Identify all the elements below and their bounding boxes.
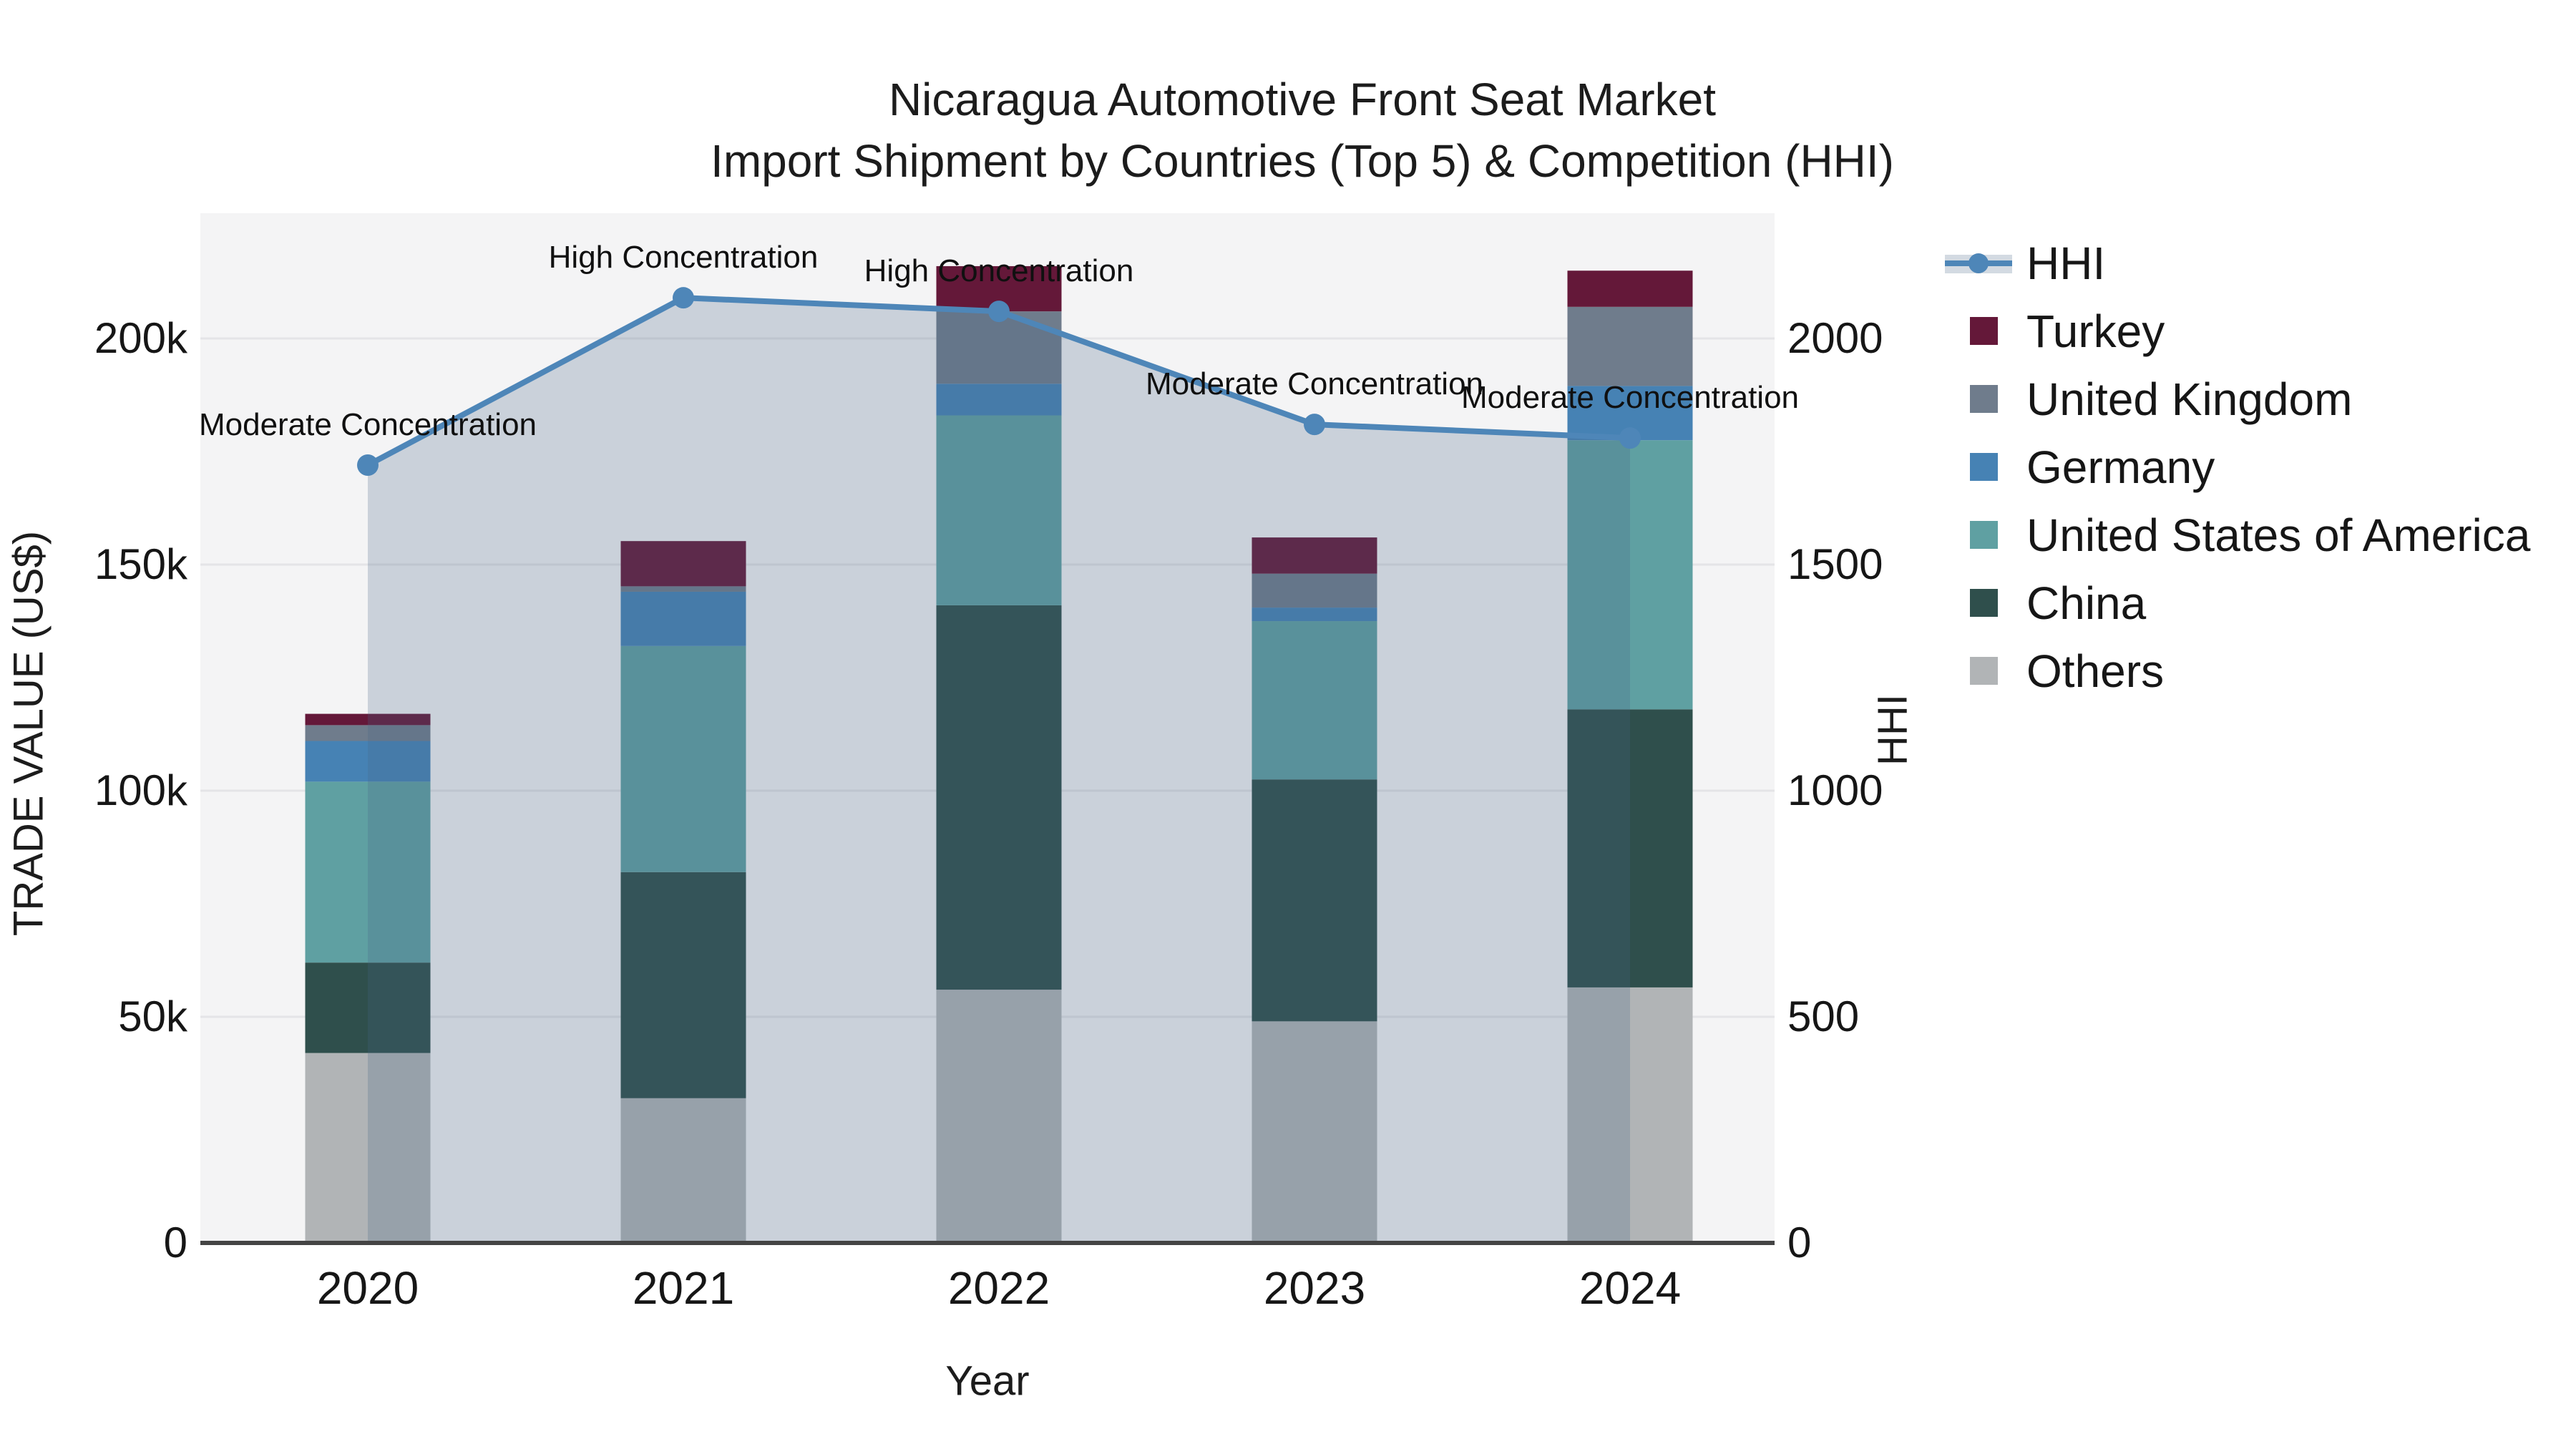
legend-item-others[interactable]: Others (1945, 637, 2530, 705)
y-left-tick-label: 100k (94, 766, 188, 814)
legend-label: Turkey (2026, 305, 2165, 357)
legend-color-swatch-icon (1970, 317, 1998, 345)
chart-title-line2: Import Shipment by Countries (Top 5) & C… (711, 135, 1894, 187)
bar-segment-turkey[interactable] (1252, 537, 1377, 574)
bar-segment-germany[interactable] (1252, 608, 1377, 622)
bar-segment-united-kingdom[interactable] (620, 586, 746, 592)
y-left-tick-label: 150k (94, 540, 188, 588)
concentration-annotation: High Concentration (864, 253, 1134, 288)
legend-color-swatch-icon (1970, 657, 1998, 685)
bar-segment-turkey[interactable] (305, 713, 431, 726)
hhi-marker[interactable] (1619, 427, 1641, 449)
hhi-marker[interactable] (988, 301, 1010, 323)
chart-title-line1: Nicaragua Automotive Front Seat Market (888, 74, 1717, 125)
legend-label: Others (2026, 645, 2165, 697)
legend-label: United States of America (2026, 509, 2531, 561)
y-right-tick-label: 500 (1787, 992, 1859, 1040)
legend-item-united-states-of-america[interactable]: United States of America (1945, 501, 2530, 569)
hhi-marker[interactable] (1304, 414, 1325, 436)
bar-segment-united-states-of-america[interactable] (620, 645, 746, 872)
bar-segment-others[interactable] (620, 1098, 746, 1243)
chart-title: Nicaragua Automotive Front Seat Market I… (711, 69, 1894, 192)
legend-item-germany[interactable]: Germany (1945, 433, 2530, 501)
x-tick-label: 2020 (317, 1262, 419, 1314)
legend-label: United Kingdom (2026, 373, 2353, 425)
bar-segment-united-kingdom[interactable] (1252, 573, 1377, 608)
y-right-tick-label: 0 (1787, 1219, 1811, 1267)
bar-segment-germany[interactable] (620, 591, 746, 646)
x-axis-title: Year (945, 1357, 1030, 1405)
bar-segment-others[interactable] (936, 990, 1062, 1243)
bar-segment-others[interactable] (1252, 1021, 1377, 1243)
legend-item-china[interactable]: China (1945, 569, 2530, 637)
legend-label: Germany (2026, 441, 2215, 493)
bar-segment-united-states-of-america[interactable] (936, 415, 1062, 605)
bar-segment-china[interactable] (620, 872, 746, 1098)
bar-segment-turkey[interactable] (1567, 270, 1693, 307)
legend: HHI Turkey United Kingdom Germany United Sta… (1945, 229, 2530, 705)
x-tick-label: 2021 (633, 1262, 734, 1314)
bar-segment-united-states-of-america[interactable] (1252, 621, 1377, 780)
y-left-tick-label: 200k (94, 314, 188, 362)
y-right-tick-label: 1500 (1787, 540, 1883, 588)
hhi-line-swatch-icon (1945, 250, 2012, 276)
bar-segment-china[interactable] (1252, 779, 1377, 1022)
legend-item-hhi[interactable]: HHI (1945, 229, 2530, 297)
concentration-annotation: Moderate Concentration (199, 407, 537, 442)
hhi-area-fill (368, 298, 1630, 1244)
bar-segment-others[interactable] (1567, 987, 1693, 1243)
x-tick-label: 2022 (948, 1262, 1050, 1314)
concentration-annotation: Moderate Concentration (1461, 380, 1799, 415)
y-right-tick-label: 1000 (1787, 766, 1883, 814)
legend-color-swatch-icon (1970, 521, 1998, 549)
legend-color-swatch-icon (1970, 453, 1998, 481)
bar-segment-others[interactable] (305, 1053, 431, 1243)
x-tick-label: 2024 (1579, 1262, 1681, 1314)
x-tick-label: 2023 (1264, 1262, 1365, 1314)
legend-color-swatch-icon (1970, 589, 1998, 617)
concentration-annotation: Moderate Concentration (1146, 366, 1483, 401)
bar-segment-china[interactable] (936, 605, 1062, 990)
y-right-tick-label: 2000 (1787, 314, 1883, 362)
bar-segment-china[interactable] (1567, 709, 1693, 987)
bar-segment-united-states-of-america[interactable] (305, 781, 431, 963)
legend-label: HHI (2026, 237, 2106, 289)
y-axis-title-left: TRADE VALUE (US$) (5, 530, 52, 937)
bar-segment-germany[interactable] (936, 384, 1062, 416)
bar-segment-germany[interactable] (305, 741, 431, 782)
bar-segment-united-states-of-america[interactable] (1567, 440, 1693, 710)
bar-segment-united-kingdom[interactable] (305, 725, 431, 741)
y-left-tick-label: 0 (164, 1219, 187, 1267)
legend-color-swatch-icon (1970, 385, 1998, 413)
hhi-marker[interactable] (357, 454, 379, 477)
legend-item-turkey[interactable]: Turkey (1945, 297, 2530, 365)
y-axis-title-right: HHI (1869, 694, 1916, 766)
bar-segment-united-kingdom[interactable] (1567, 306, 1693, 386)
y-left-tick-label: 50k (118, 992, 188, 1040)
concentration-annotation: High Concentration (549, 240, 819, 275)
hhi-marker[interactable] (673, 287, 694, 309)
legend-item-united-kingdom[interactable]: United Kingdom (1945, 365, 2530, 433)
bar-segment-turkey[interactable] (620, 541, 746, 587)
legend-label: China (2026, 577, 2147, 629)
bar-segment-china[interactable] (305, 962, 431, 1053)
